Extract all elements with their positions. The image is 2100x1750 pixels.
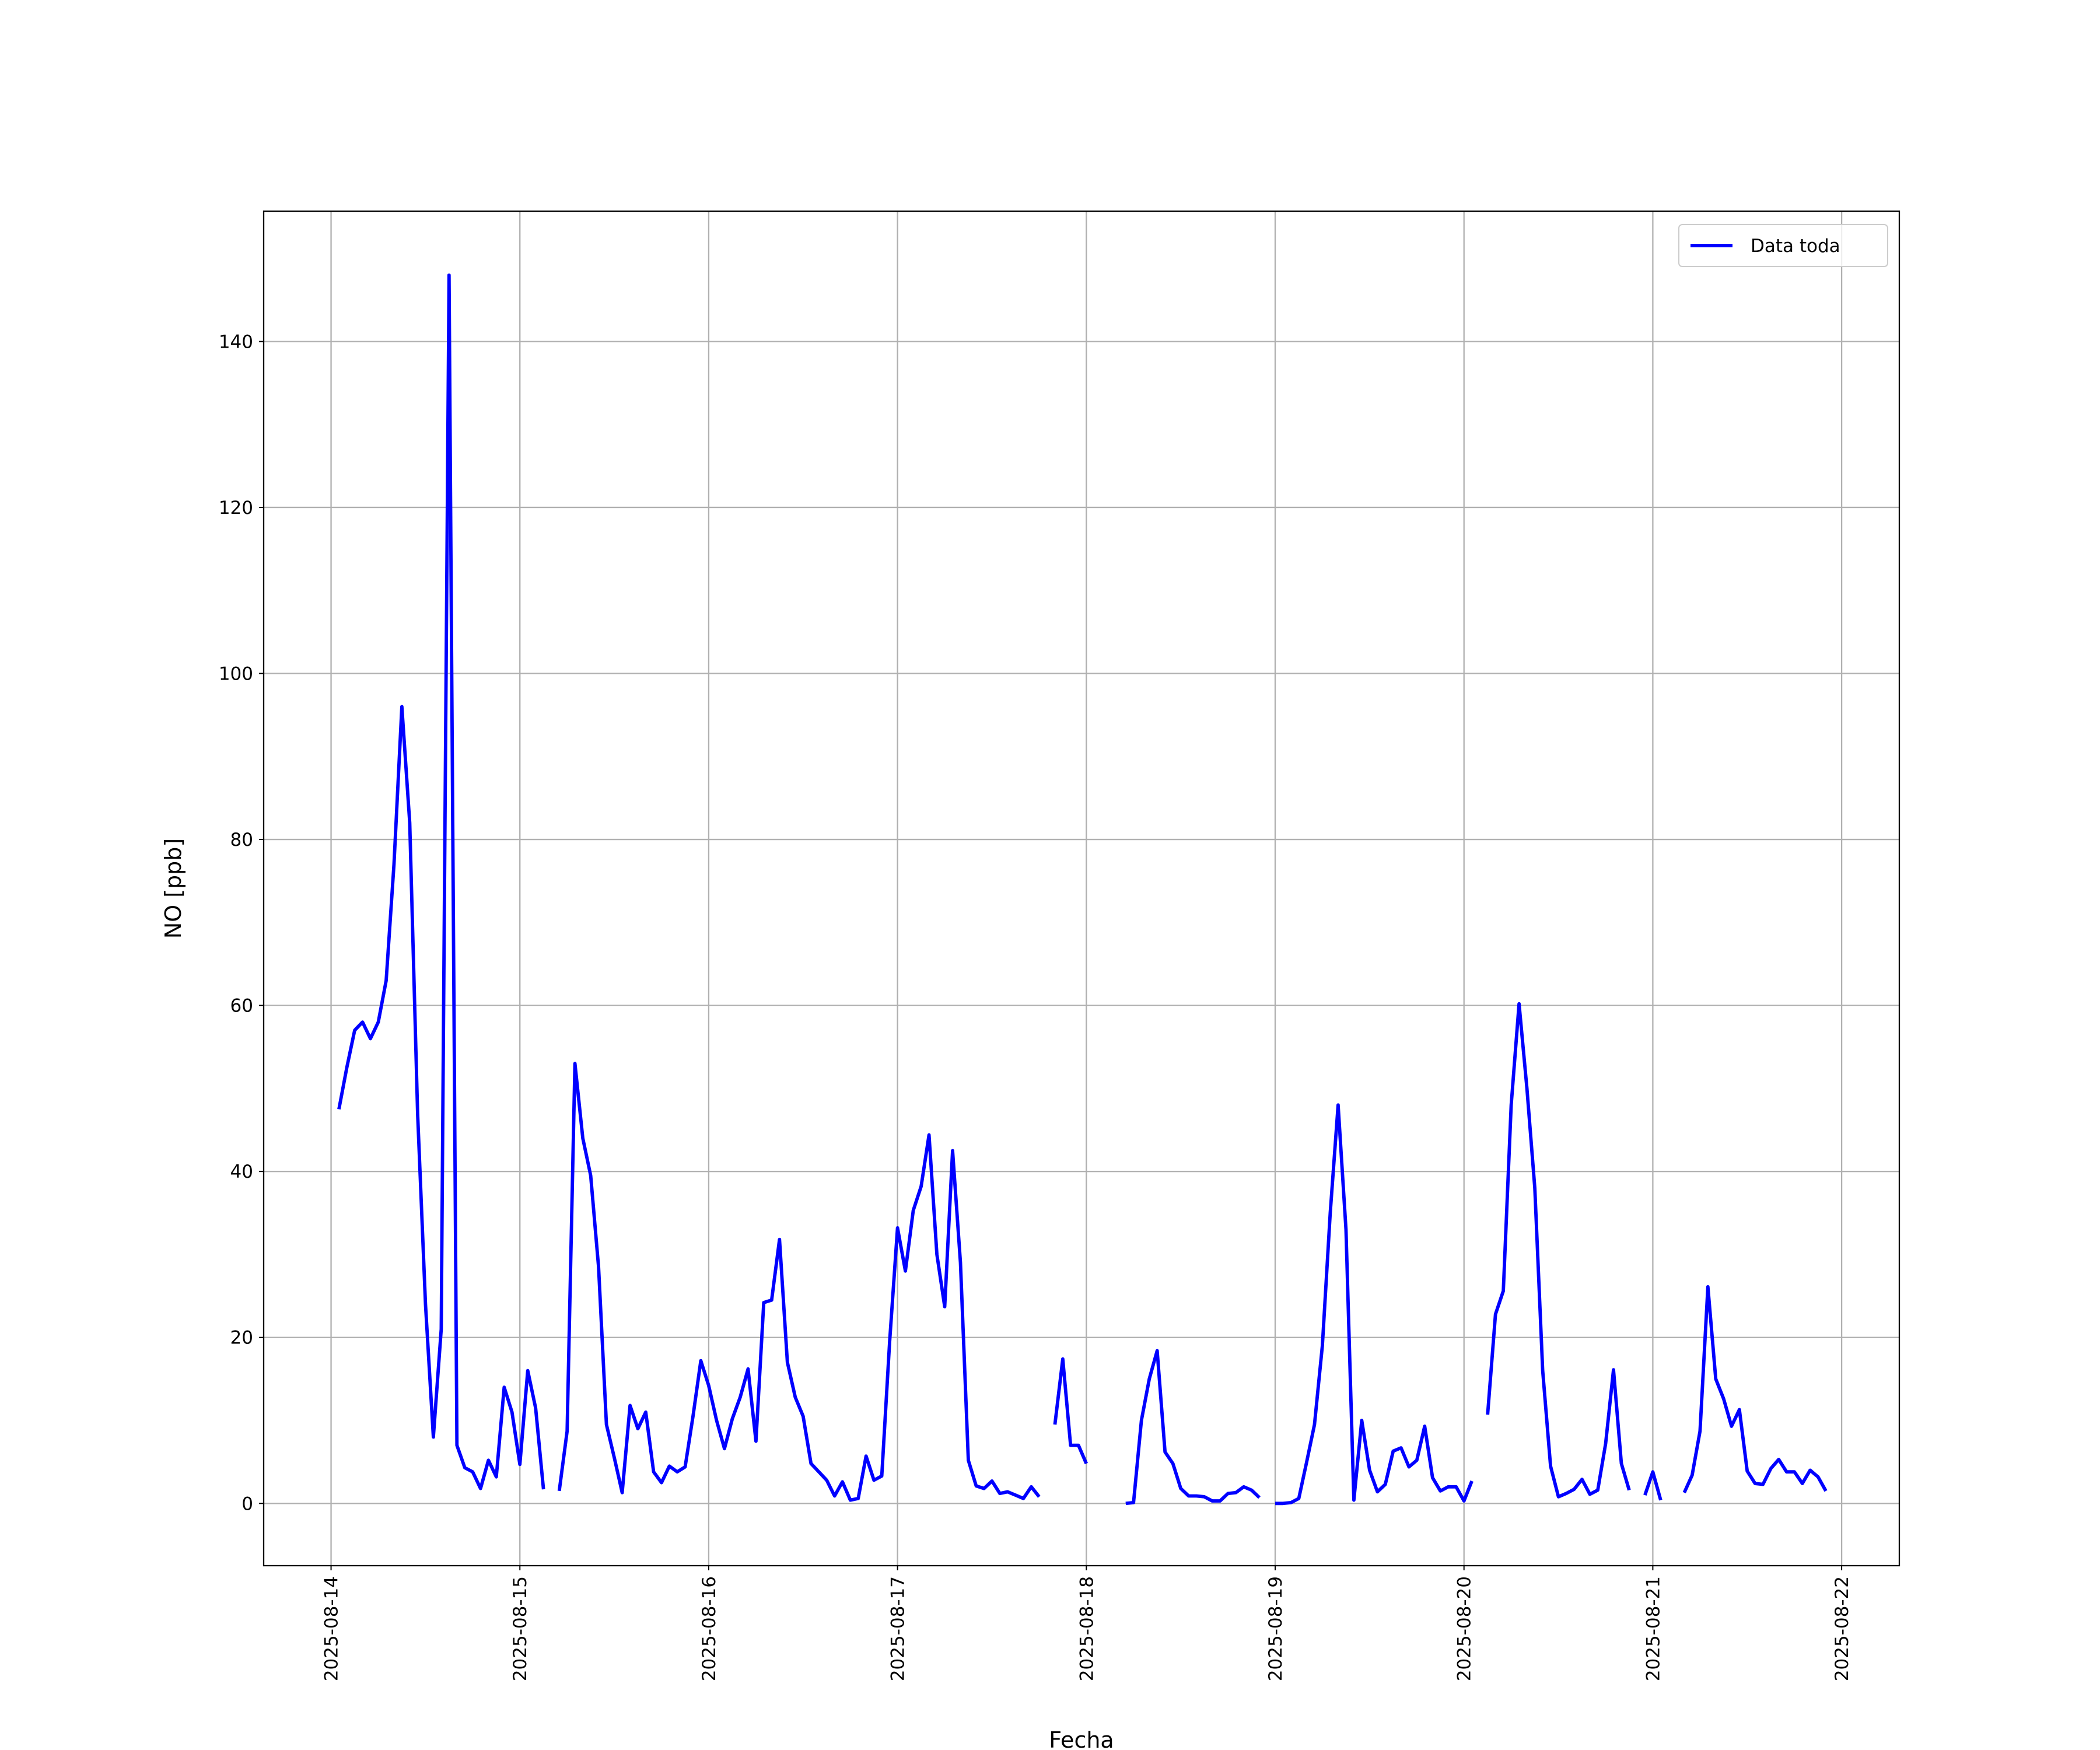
plot-frame	[262, 210, 1901, 1567]
x-tick-label: 2025-08-15	[510, 1576, 531, 1681]
y-axis-label: NO [ppb]	[160, 838, 186, 939]
x-tick-label: 2025-08-17	[888, 1576, 909, 1681]
x-tick-label: 2025-08-19	[1265, 1576, 1286, 1681]
x-tick-label: 2025-08-22	[1832, 1576, 1853, 1681]
y-tick-label: 0	[242, 1493, 253, 1514]
y-tick-label: 40	[230, 1161, 253, 1182]
x-tick-label: 2025-08-14	[321, 1576, 342, 1681]
legend-box	[1678, 224, 1888, 267]
x-axis-label: Fecha	[1049, 1727, 1114, 1750]
y-tick-label: 80	[230, 830, 253, 850]
y-tick-label: 120	[219, 498, 253, 519]
legend-label: Data toda	[1751, 236, 1840, 257]
y-tick-label: 140	[219, 331, 253, 352]
data-line	[337, 273, 1828, 1506]
x-tick-label: 2025-08-20	[1454, 1576, 1475, 1681]
x-tick-label: 2025-08-16	[699, 1576, 720, 1681]
x-tick-label: 2025-08-18	[1076, 1576, 1097, 1681]
y-tick-label: 20	[230, 1328, 253, 1349]
y-tick-label: 100	[219, 663, 253, 684]
x-tick-label: 2025-08-21	[1643, 1576, 1664, 1681]
y-tick-label: 60	[230, 996, 253, 1017]
